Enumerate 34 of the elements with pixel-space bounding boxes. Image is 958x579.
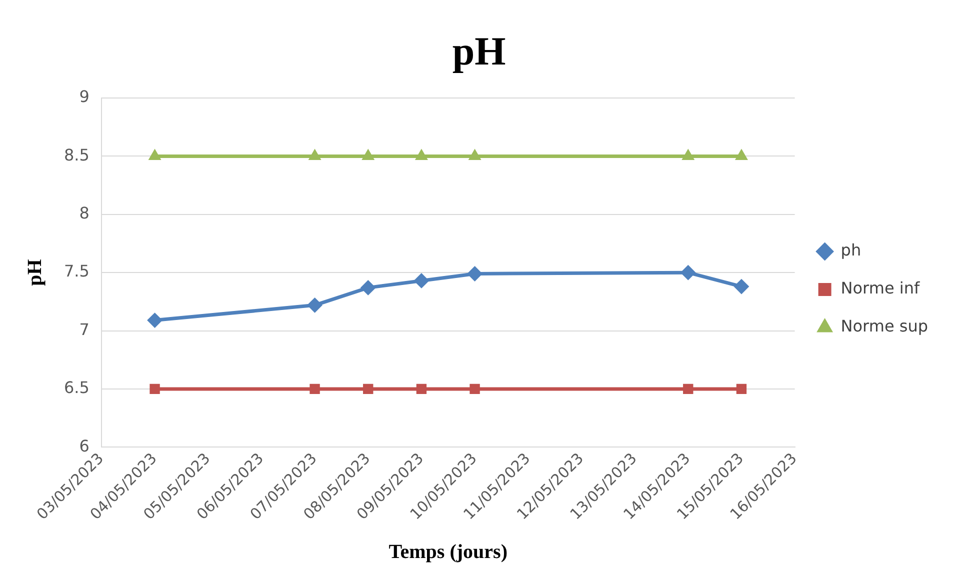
y-tick-label: 6.5	[64, 378, 90, 398]
point	[310, 384, 320, 394]
point	[362, 149, 374, 160]
y-axis-title: pH	[24, 258, 46, 286]
point	[736, 384, 747, 394]
point	[148, 149, 161, 160]
point	[682, 149, 694, 160]
legend-label: Norme sup	[840, 316, 928, 336]
point	[416, 384, 427, 394]
legend-label: ph	[840, 240, 862, 260]
point	[735, 149, 748, 160]
point	[308, 149, 321, 160]
point	[468, 149, 481, 160]
y-tick-label: 8.5	[64, 145, 90, 164]
point	[150, 384, 160, 394]
y-tick-label: 9	[79, 87, 90, 106]
point	[147, 312, 162, 328]
point	[307, 298, 322, 313]
point	[363, 384, 374, 394]
point	[470, 384, 480, 394]
y-tick-label: 7.5	[64, 262, 90, 281]
y-tick-label: 7	[79, 320, 90, 339]
x-axis-title: Temps (jours)	[388, 541, 508, 564]
point	[467, 266, 482, 282]
y-tick-label: 6	[79, 436, 90, 456]
point	[415, 149, 428, 160]
chart-title: pH	[452, 28, 506, 74]
point	[414, 273, 429, 288]
point	[734, 279, 749, 294]
point	[680, 265, 696, 280]
y-tick-label: 8	[79, 204, 90, 223]
legend-label: Norme inf	[840, 278, 920, 298]
point	[360, 280, 376, 296]
point	[683, 384, 694, 394]
